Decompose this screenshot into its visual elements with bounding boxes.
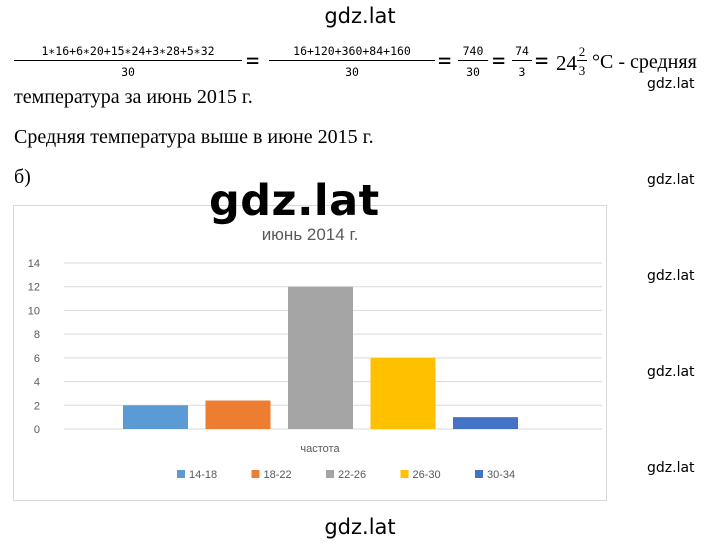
- y-tick-label: 10: [28, 305, 40, 317]
- mixed-whole: 24: [556, 51, 577, 75]
- legend-swatch-18-22: [251, 470, 260, 478]
- chart-title: июнь 2014 г.: [262, 225, 359, 244]
- watermark-side-1: gdz.lat: [647, 76, 695, 92]
- fraction-4-denominator: 3: [518, 65, 526, 79]
- equals-sign-3: =: [492, 49, 506, 74]
- bar-22-26: [288, 286, 353, 429]
- y-tick-label: 0: [34, 424, 40, 436]
- formula-suffix: °C - средняя: [592, 51, 697, 73]
- legend-label-30-34: 30-34: [487, 469, 515, 481]
- fraction-3: 740 30: [458, 44, 488, 79]
- fraction-3-denominator: 30: [466, 65, 480, 79]
- y-axis-ticks: 0 2 4 6 8 10 12 14: [28, 258, 40, 436]
- bars: [123, 286, 518, 429]
- mixed-fraction: 2 3: [577, 44, 587, 79]
- legend-label-14-18: 14-18: [189, 469, 217, 481]
- legend-label-18-22: 18-22: [264, 469, 292, 481]
- mixed-fraction-numerator: 2: [577, 44, 587, 61]
- fraction-1-denominator: 30: [121, 65, 135, 79]
- watermark-top: gdz.lat: [324, 4, 396, 28]
- watermark-side-4: gdz.lat: [647, 364, 695, 380]
- bar-30-34: [453, 417, 518, 429]
- fraction-4-numerator: 74: [512, 44, 532, 61]
- y-tick-label: 2: [34, 400, 40, 412]
- mixed-fraction-denominator: 3: [578, 63, 586, 78]
- equals-sign-1: =: [246, 49, 260, 74]
- watermark-big: gdz.lat: [209, 176, 380, 226]
- bar-chart: 0 2 4 6 8 10 12 14 июнь 2014 г. частота 14-18 18…: [28, 225, 602, 481]
- equals-sign-2: =: [438, 49, 452, 74]
- legend-swatch-26-30: [400, 470, 409, 478]
- fraction-1-numerator: 1∗16+6∗20+15∗24+3∗28+5∗32: [14, 44, 242, 61]
- watermark-bottom: gdz.lat: [324, 515, 396, 539]
- legend-swatch-30-34: [475, 470, 483, 478]
- fraction-1: 1∗16+6∗20+15∗24+3∗28+5∗32 30: [14, 44, 242, 79]
- chart-frame: 0 2 4 6 8 10 12 14 июнь 2014 г. частота 14-18 18…: [13, 205, 607, 501]
- bar-14-18: [123, 405, 188, 429]
- fraction-2: 16+120+360+84+160 30: [269, 44, 435, 79]
- equals-sign-4: =: [535, 49, 549, 74]
- fraction-2-numerator: 16+120+360+84+160: [269, 44, 435, 61]
- legend: 14-18 18-22 22-26 26-30 30-34: [177, 469, 515, 481]
- bar-26-30: [370, 357, 436, 429]
- y-tick-label: 14: [28, 258, 40, 270]
- watermark-side-5: gdz.lat: [647, 460, 695, 476]
- legend-swatch-14-18: [177, 470, 185, 478]
- legend-swatch-22-26: [326, 470, 334, 478]
- label-b: б): [14, 166, 31, 188]
- watermark-side-2: gdz.lat: [647, 172, 695, 188]
- watermark-side-3: gdz.lat: [647, 268, 695, 284]
- y-tick-label: 6: [34, 353, 40, 365]
- y-tick-label: 12: [28, 282, 40, 294]
- bar-18-22: [205, 400, 271, 429]
- y-tick-label: 8: [34, 329, 40, 341]
- fraction-4: 74 3: [512, 44, 532, 79]
- fraction-3-numerator: 740: [458, 44, 488, 61]
- text-line-2: температура за июнь 2015 г.: [14, 86, 253, 108]
- legend-label-22-26: 22-26: [338, 469, 366, 481]
- fraction-2-denominator: 30: [345, 65, 359, 79]
- y-tick-label: 4: [34, 377, 40, 389]
- x-axis-label: частота: [300, 443, 340, 455]
- text-line-3: Средняя температура выше в июне 2015 г.: [14, 126, 374, 148]
- legend-label-26-30: 26-30: [413, 469, 441, 481]
